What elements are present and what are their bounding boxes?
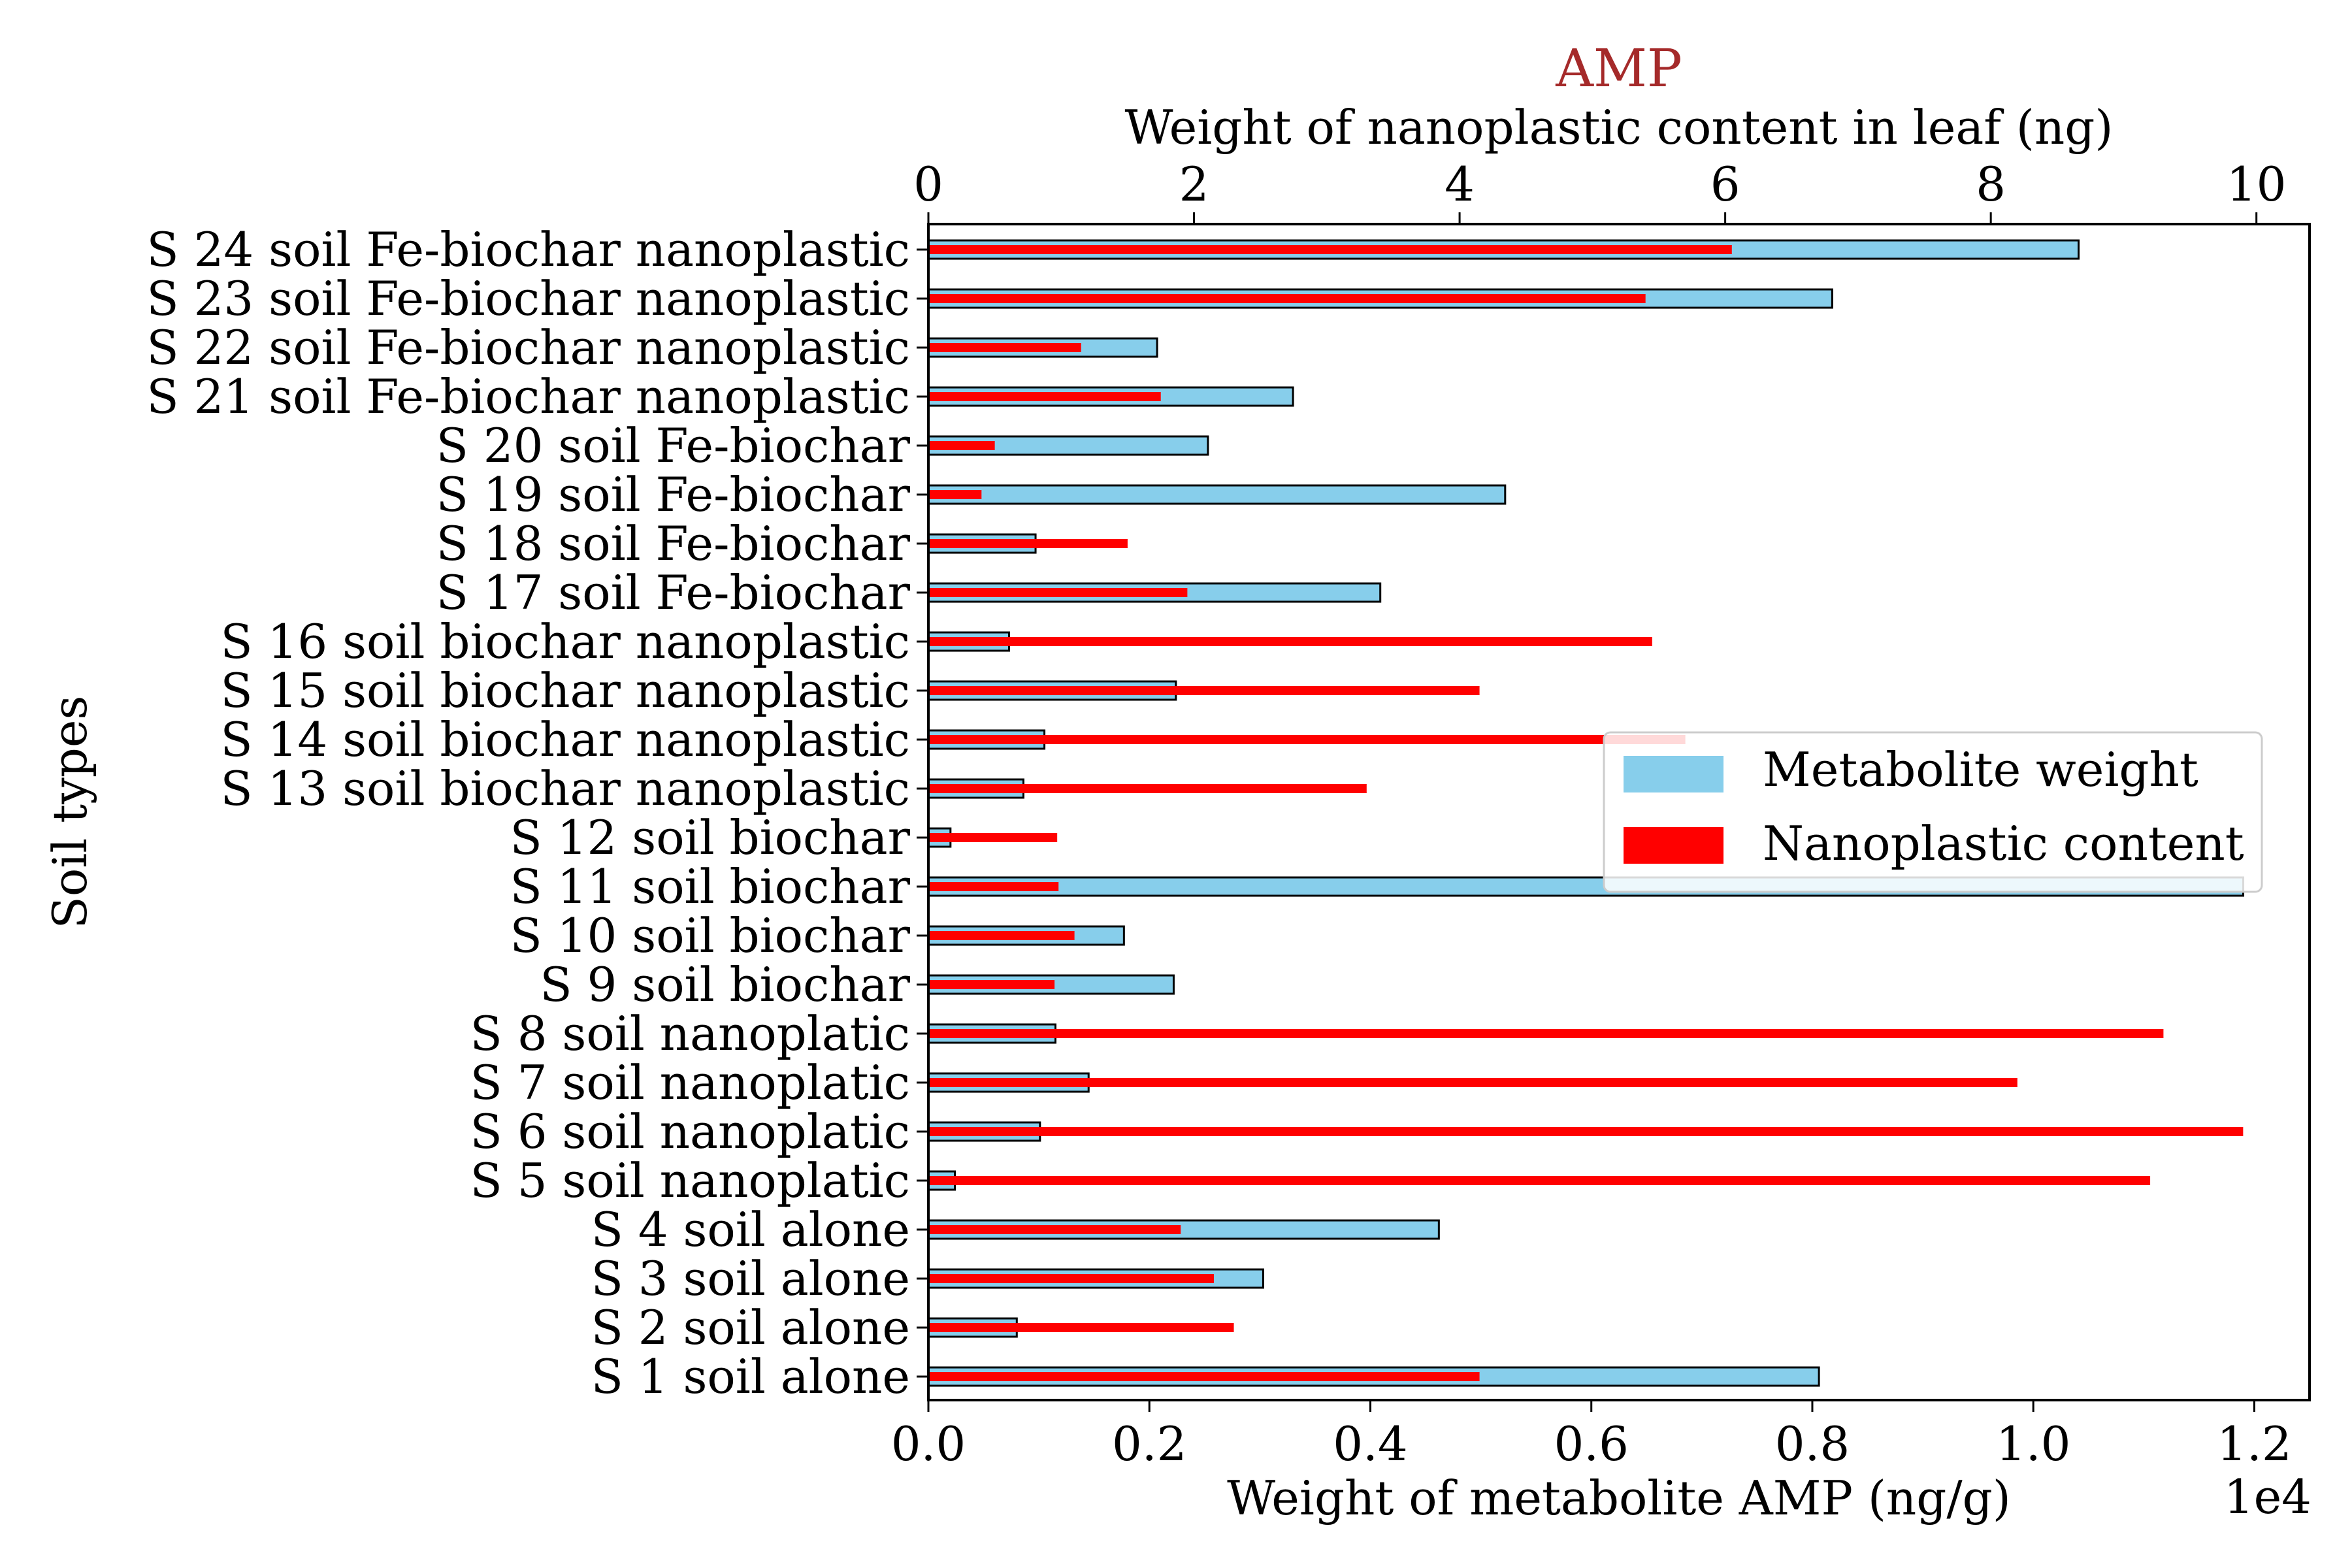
y-tick-label: S 17 soil Fe-biochar [436,565,911,620]
y-tick-label: S 6 soil nanoplatic [470,1104,911,1159]
y-tick-label: S 21 soil Fe-biochar nanoplastic [146,369,910,424]
bar-metabolite [927,484,1507,505]
x-bottom-tick-label: 1.0 [1996,1416,2071,1471]
bar-nanoplastic [928,245,1732,254]
legend-swatch-metabolite [1624,756,1723,792]
legend: Metabolite weight Nanoplastic content [1603,731,2263,893]
y-tick-label: S 2 soil alone [591,1300,910,1355]
y-tick-label: S 16 soil biochar nanoplastic [220,614,910,669]
x-bottom-tick-label: 0.4 [1333,1416,1408,1471]
y-tick-label: S 19 soil Fe-biochar [436,467,911,522]
bar-nanoplastic [928,539,1128,548]
y-tick-label: S 22 soil Fe-biochar nanoplastic [146,320,910,375]
x-bottom-tick-label: 0.0 [891,1416,966,1471]
y-tick-label: S 23 soil Fe-biochar nanoplastic [146,271,910,326]
y-tick-label: S 13 soil biochar nanoplastic [220,761,910,816]
top-axis-ticks: 0 2 4 6 8 10 [913,157,2287,224]
bar-nanoplastic [928,931,1075,940]
legend-label-nanoplastic: Nanoplastic content [1763,816,2244,871]
x-top-tick-label: 10 [2227,157,2287,212]
bar-nanoplastic [928,1372,1480,1381]
legend-swatch-nanoplastic [1624,827,1723,864]
y-tick-label: S 10 soil biochar [510,908,911,963]
y-tick-label: S 15 soil biochar nanoplastic [220,663,910,718]
bar-nanoplastic [928,1029,2164,1038]
x-top-tick-label: 2 [1179,157,1209,212]
x-top-tick-label: 4 [1445,157,1475,212]
x-axis-bottom-label: Weight of metabolite AMP (ng/g) [1227,1471,2011,1526]
y-tick-label: S 7 soil nanoplatic [470,1055,911,1110]
x-bottom-tick-label: 1.2 [2217,1416,2292,1471]
legend-box [1603,731,2263,893]
bar-nanoplastic [928,686,1480,695]
bar-nanoplastic [928,441,995,450]
y-tick-label: S 18 soil Fe-biochar [436,516,911,571]
bar-nanoplastic [928,833,1058,842]
x-axis-offset-label: 1e4 [2224,1469,2311,1524]
bar-nanoplastic [928,1176,2151,1185]
x-top-tick-label: 8 [1976,157,2006,212]
y-axis-label: Soil types [42,696,97,929]
y-tick-label: S 4 soil alone [591,1202,910,1257]
x-bottom-tick-label: 0.8 [1775,1416,1850,1471]
bar-nanoplastic [928,490,982,499]
y-tick-label: S 9 soil biochar [540,957,910,1012]
bar-nanoplastic [928,1078,2017,1087]
bar-nanoplastic [928,1323,1234,1332]
bar-nanoplastic [928,588,1188,597]
x-top-tick-label: 0 [913,157,943,212]
x-bottom-tick-label: 0.6 [1554,1416,1629,1471]
legend-label-metabolite: Metabolite weight [1763,742,2198,797]
bottom-axis-ticks: 0.0 0.2 0.4 0.6 0.8 1.0 1.2 [891,1400,2292,1471]
y-tick-label: S 11 soil biochar [510,859,911,914]
bar-nanoplastic [928,392,1161,401]
y-tick-label: S 8 soil nanoplatic [470,1006,911,1061]
y-tick-label: S 12 soil biochar [510,810,911,865]
nanoplastic-content-bars [928,245,2244,1381]
bar-nanoplastic [928,735,1686,744]
bar-nanoplastic [928,343,1081,352]
y-tick-label: S 14 soil biochar nanoplastic [220,712,910,767]
x-bottom-tick-label: 0.2 [1112,1416,1187,1471]
bar-nanoplastic [928,1225,1181,1234]
x-axis-top-label: Weight of nanoplastic content in leaf (n… [1125,100,2114,155]
y-tick-label: S 1 soil alone [591,1349,910,1404]
bar-nanoplastic [928,1274,1215,1283]
y-tick-label: S 24 soil Fe-biochar nanoplastic [146,222,910,277]
bar-nanoplastic [928,1127,2244,1136]
bar-nanoplastic [928,637,1652,646]
bar-nanoplastic [928,294,1646,303]
y-tick-label: S 3 soil alone [591,1251,910,1306]
bar-nanoplastic [928,980,1055,989]
plot-frame [927,223,2311,1401]
x-top-tick-label: 6 [1710,157,1740,212]
y-tick-label: S 20 soil Fe-biochar [436,418,911,473]
chart-title: AMP [1555,38,1682,99]
y-tick-label: S 5 soil nanoplatic [470,1153,911,1208]
bar-nanoplastic [928,882,1059,891]
bar-nanoplastic [928,784,1367,793]
